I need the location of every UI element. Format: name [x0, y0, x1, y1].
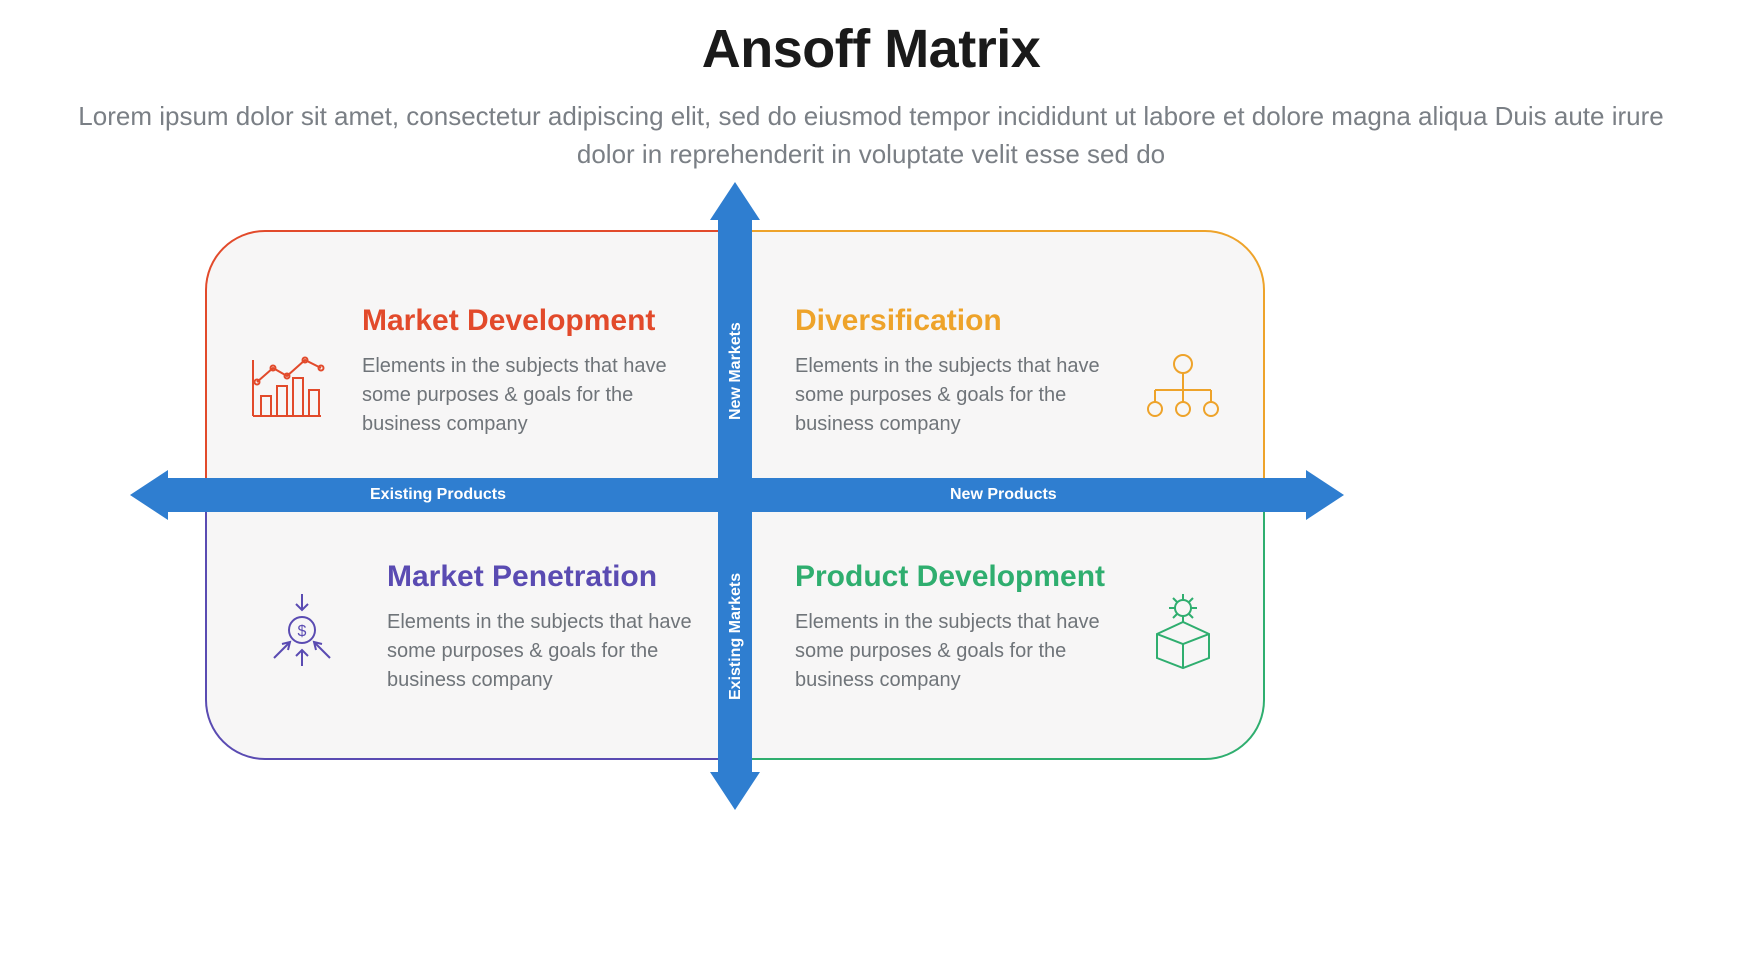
quad-title-bl: Market Penetration: [387, 560, 722, 594]
quadrant-product-development: Product Development Elements in the subj…: [735, 495, 1265, 760]
arrow-right-icon: [1306, 470, 1344, 520]
quad-body-tr: Elements in the subjects that have some …: [795, 352, 1130, 439]
svg-text:$: $: [298, 623, 307, 640]
org-chart-icon: [1143, 352, 1223, 422]
quadrant-market-penetration: $ Market Penetration Elements in the sub…: [205, 495, 735, 760]
arrow-left-icon: [130, 470, 168, 520]
arrow-up-icon: [710, 182, 760, 220]
quad-title-br: Product Development: [795, 560, 1130, 594]
quadrant-diversification: Diversification Elements in the subjects…: [735, 230, 1265, 495]
bar-trend-icon: [247, 352, 327, 422]
quad-body-br: Elements in the subjects that have some …: [795, 608, 1130, 695]
axis-label-existing-products: Existing Products: [370, 486, 506, 504]
arrow-down-icon: [710, 772, 760, 810]
page-subtitle: Lorem ipsum dolor sit amet, consectetur …: [0, 98, 1742, 173]
quad-body-bl: Elements in the subjects that have some …: [387, 608, 722, 695]
quad-body-tl: Elements in the subjects that have some …: [362, 352, 697, 439]
axis-label-new-markets: New Markets: [727, 322, 745, 420]
header: Ansoff Matrix Lorem ipsum dolor sit amet…: [0, 18, 1742, 173]
ansoff-matrix-infographic: Ansoff Matrix Lorem ipsum dolor sit amet…: [0, 0, 1742, 980]
target-dollar-icon: $: [262, 590, 342, 670]
page-title: Ansoff Matrix: [0, 18, 1742, 80]
quad-title-tl: Market Development: [362, 304, 697, 338]
axis-label-existing-markets: Existing Markets: [727, 573, 745, 700]
quadrant-market-development: Market Development Elements in the subje…: [205, 230, 735, 495]
axis-label-new-products: New Products: [950, 486, 1057, 504]
quad-title-tr: Diversification: [795, 304, 1130, 338]
gear-box-icon: [1143, 590, 1223, 670]
